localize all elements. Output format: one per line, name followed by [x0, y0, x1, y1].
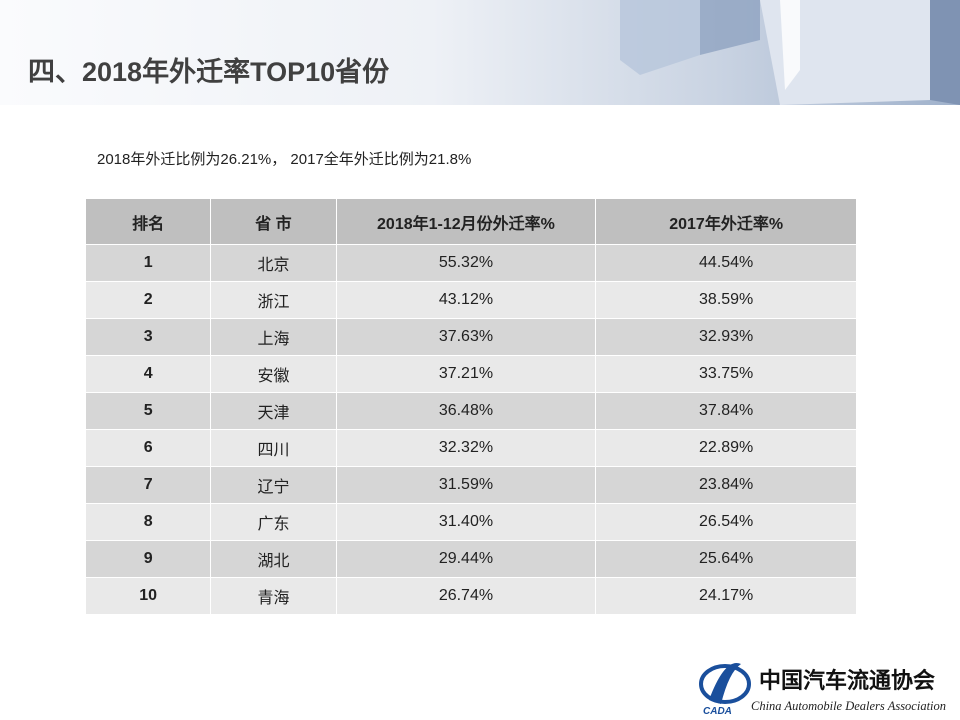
column-header: 排名	[86, 199, 212, 245]
table-cell: 广东	[210, 503, 337, 541]
data-table: 排名省 市 2018年1-12月份外迁率% 2017年外迁率% 1 北京 55.32% 4…	[86, 199, 857, 615]
table-cell: 32.32%	[336, 429, 597, 467]
table-row: 6 四川 32.32% 22.89%	[86, 429, 857, 467]
table-cell: 北京	[210, 244, 337, 282]
logo-name-cn: 中国汽车流通协会	[759, 668, 935, 694]
header-decoration	[620, 0, 960, 105]
table-cell: 55.32%	[336, 244, 597, 282]
table-cell: 22.89%	[595, 429, 857, 467]
table-cell: 37.21%	[336, 355, 597, 393]
table-cell: 4	[86, 355, 212, 393]
table-cell: 23.84%	[595, 466, 857, 504]
header-row: 排名省 市 2018年1-12月份外迁率% 2017年外迁率%	[86, 199, 857, 245]
logo-ring	[699, 664, 751, 704]
table-row: 3 上海 37.63% 32.93%	[86, 318, 857, 356]
table-cell: 32.93%	[595, 318, 857, 356]
table-cell: 上海	[210, 318, 337, 356]
table-cell: 1	[86, 244, 212, 282]
table-cell: 3	[86, 318, 212, 356]
table-cell: 5	[86, 392, 212, 430]
column-header: 省 市	[210, 199, 337, 245]
logo: CADA 中国汽车流通协会 China Automobile Dealers A…	[699, 663, 946, 717]
table-row: 8 广东 31.40% 26.54%	[86, 503, 857, 541]
table-cell: 四川	[210, 429, 337, 467]
header-band	[0, 0, 960, 105]
table-cell: 37.63%	[336, 318, 597, 356]
table-cell: 43.12%	[336, 281, 597, 319]
table-cell: 湖北	[210, 540, 337, 578]
column-header: 2017年外迁率%	[595, 199, 857, 245]
table-cell: 6	[86, 429, 212, 467]
slide-title: 四、2018年外迁率TOP10省份	[28, 57, 390, 87]
table-cell: 44.54%	[595, 244, 857, 282]
table-cell: 38.59%	[595, 281, 857, 319]
column-header: 2018年1-12月份外迁率%	[336, 199, 597, 245]
table-row: 7 辽宁 31.59% 23.84%	[86, 466, 857, 504]
table-cell: 31.59%	[336, 466, 597, 504]
table-cell: 8	[86, 503, 212, 541]
table-cell: 青海	[210, 577, 337, 615]
subtitle: 2018年外迁比例为26.21%， 2017全年外迁比例为21.8%	[97, 151, 472, 168]
table-cell: 天津	[210, 392, 337, 430]
table-cell: 10	[86, 577, 212, 615]
table-cell: 2	[86, 281, 212, 319]
table-cell: 辽宁	[210, 466, 337, 504]
table-cell: 浙江	[210, 281, 337, 319]
table-cell: 29.44%	[336, 540, 597, 578]
table-cell: 7	[86, 466, 212, 504]
table-cell: 33.75%	[595, 355, 857, 393]
logo-name-en: China Automobile Dealers Association	[751, 699, 946, 713]
table-row: 9 湖北 29.44% 25.64%	[86, 540, 857, 578]
table-row: 5 天津 36.48% 37.84%	[86, 392, 857, 430]
table-row: 10 青海 26.74% 24.17%	[86, 577, 857, 615]
table-cell: 26.54%	[595, 503, 857, 541]
table-cell: 25.64%	[595, 540, 857, 578]
logo-swoosh	[709, 663, 741, 704]
table-cell: 37.84%	[595, 392, 857, 430]
table-cell: 安徽	[210, 355, 337, 393]
table-cell: 9	[86, 540, 212, 578]
table-row: 1 北京 55.32% 44.54%	[86, 244, 857, 282]
table-row: 2 浙江 43.12% 38.59%	[86, 281, 857, 319]
table-row: 4 安徽 37.21% 33.75%	[86, 355, 857, 393]
table-cell: 31.40%	[336, 503, 597, 541]
table-cell: 24.17%	[595, 577, 857, 615]
table-cell: 26.74%	[336, 577, 597, 615]
table-cell: 36.48%	[336, 392, 597, 430]
logo-mark: CADA	[703, 706, 732, 717]
